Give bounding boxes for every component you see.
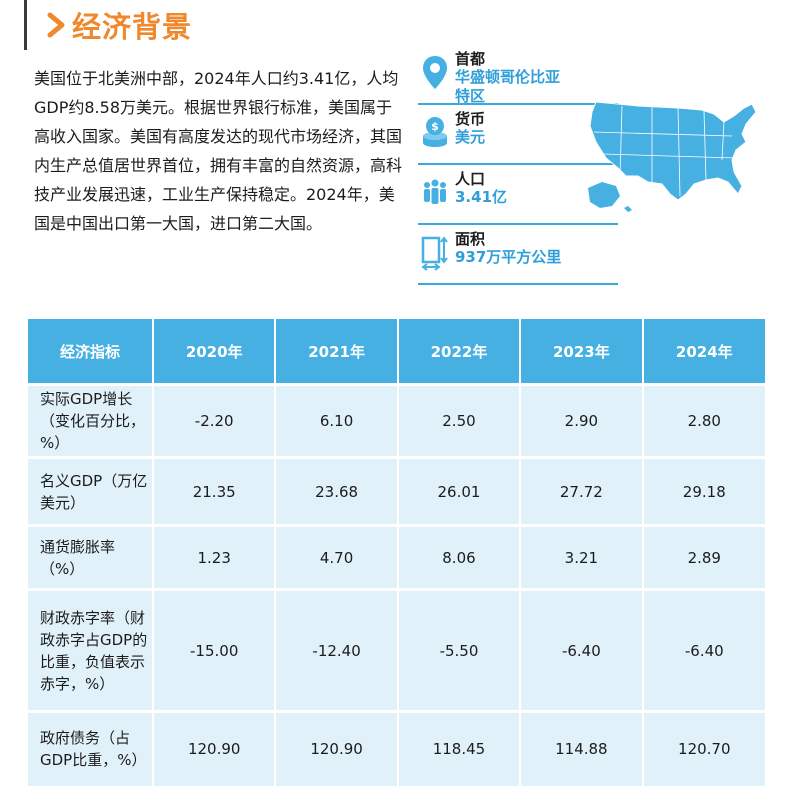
- value-cell: 2.89: [642, 524, 765, 590]
- fact-area-label: 面积: [455, 230, 486, 248]
- fact-capital-value: 华盛顿哥伦比亚 特区: [455, 68, 561, 105]
- fact-capital: 首都 华盛顿哥伦比亚 特区: [418, 48, 618, 105]
- value-cell: -6.40: [642, 588, 765, 712]
- value-cell: 6.10: [275, 383, 399, 458]
- indicator-cell: 名义GDP（万亿美元）: [28, 456, 154, 526]
- chevron-right-icon: [47, 12, 65, 38]
- table-header-row: 经济指标 2020年 2021年 2022年 2023年 2024年: [28, 319, 765, 385]
- people-icon: [424, 179, 446, 204]
- fact-area-value: 937万平方公里: [455, 248, 562, 266]
- svg-text:$: $: [431, 120, 439, 133]
- fact-population-value: 3.41亿: [455, 188, 508, 206]
- value-cell: 23.68: [275, 456, 399, 526]
- section-title: 经济背景: [72, 10, 193, 44]
- value-cell: 21.35: [153, 456, 277, 526]
- value-cell: 118.45: [397, 710, 522, 786]
- table-header-cell: 2023年: [520, 319, 644, 385]
- value-cell: 3.21: [520, 524, 644, 590]
- area-measure-icon: [421, 236, 448, 271]
- table-header-cell: 经济指标: [28, 319, 154, 385]
- value-cell: 4.70: [275, 524, 399, 590]
- value-cell: 114.88: [520, 710, 644, 786]
- table-header-cell: 2024年: [642, 319, 765, 385]
- table-header-cell: 2020年: [153, 319, 277, 385]
- fact-currency-label: 货币: [455, 110, 486, 128]
- value-cell: 8.06: [397, 524, 522, 590]
- indicator-cell: 通货膨胀率（%）: [28, 524, 154, 590]
- intro-paragraph: 美国位于北美洲中部，2024年人口约3.41亿，人均GDP约8.58万美元。根据…: [34, 69, 403, 233]
- fact-currency: $ 货币 美元: [418, 108, 618, 165]
- value-cell: 2.80: [642, 383, 765, 458]
- coin-stack-icon: $: [423, 117, 447, 147]
- fact-population-label: 人口: [455, 170, 486, 188]
- indicator-cell: 财政赤字率（财政赤字占GDP的比重，负值表示赤字，%）: [28, 588, 154, 712]
- value-cell: -5.50: [397, 588, 522, 712]
- table-row: 名义GDP（万亿美元） 21.35 23.68 26.01 27.72 29.1…: [28, 456, 765, 526]
- indicator-cell: 政府债务（占GDP比重，%）: [28, 710, 154, 786]
- value-cell: 1.23: [153, 524, 277, 590]
- fact-population: 人口 3.41亿: [418, 168, 618, 225]
- table-row: 通货膨胀率（%） 1.23 4.70 8.06 3.21 2.89: [28, 524, 765, 590]
- value-cell: 120.90: [275, 710, 399, 786]
- value-cell: -12.40: [275, 588, 399, 712]
- value-cell: 26.01: [397, 456, 522, 526]
- usa-map-icon: [588, 101, 757, 212]
- value-cell: -2.20: [153, 383, 277, 458]
- section-header: 经济背景: [44, 4, 192, 46]
- table-row: 财政赤字率（财政赤字占GDP的比重，负值表示赤字，%） -15.00 -12.4…: [28, 588, 765, 712]
- table-row: 实际GDP增长（变化百分比，%） -2.20 6.10 2.50 2.90 2.…: [28, 383, 765, 458]
- value-cell: 29.18: [642, 456, 765, 526]
- value-cell: 2.50: [397, 383, 522, 458]
- value-cell: 120.70: [642, 710, 765, 786]
- map-pin-icon: [423, 56, 447, 89]
- table-header-cell: 2021年: [275, 319, 399, 385]
- value-cell: 2.90: [520, 383, 644, 458]
- value-cell: 27.72: [520, 456, 644, 526]
- fact-area: 面积 937万平方公里: [418, 228, 618, 285]
- fact-currency-value: 美元: [455, 128, 486, 146]
- title-divider-line: [24, 0, 27, 50]
- table-row: 政府债务（占GDP比重，%） 120.90 120.90 118.45 114.…: [28, 710, 765, 786]
- table-header-cell: 2022年: [397, 319, 522, 385]
- value-cell: -15.00: [153, 588, 277, 712]
- economic-indicators-table: 经济指标 2020年 2021年 2022年 2023年 2024年 实际GDP…: [28, 319, 765, 786]
- value-cell: 120.90: [153, 710, 277, 786]
- value-cell: -6.40: [520, 588, 644, 712]
- fact-capital-label: 首都: [455, 50, 486, 68]
- indicator-cell: 实际GDP增长（变化百分比，%）: [28, 383, 154, 458]
- country-facts: 首都 华盛顿哥伦比亚 特区 $ 货币 美元 人口 3.41亿: [418, 48, 618, 288]
